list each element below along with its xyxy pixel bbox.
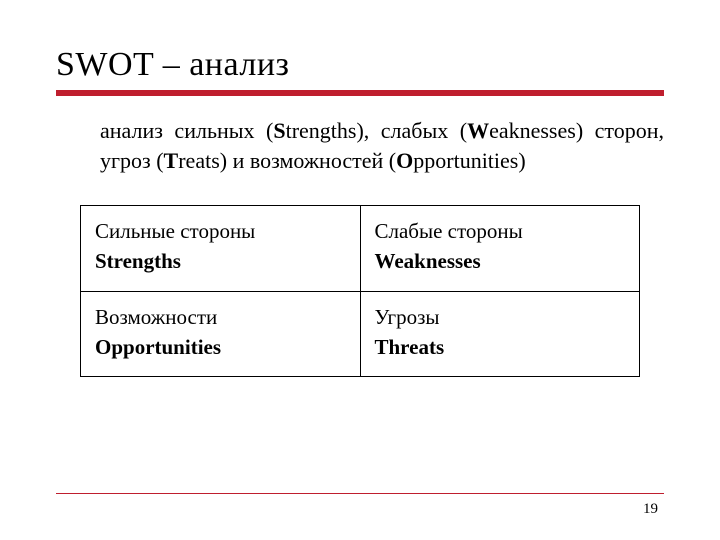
desc-text: reats) и возможностей ( <box>178 148 396 173</box>
desc-text: анализ сильных ( <box>100 118 273 143</box>
cell-strengths: Сильные стороны Strengths <box>81 205 361 291</box>
cell-en-label: Weaknesses <box>375 246 626 276</box>
cell-opportunities: Возможности Opportunities <box>81 291 361 377</box>
cell-ru-label: Слабые стороны <box>375 216 626 246</box>
desc-text: trengths), слабых ( <box>286 118 467 143</box>
description-paragraph: анализ сильных (Strengths), слабых (Weak… <box>100 116 664 177</box>
cell-en-label: Opportunities <box>95 332 346 362</box>
title-underline <box>56 90 664 96</box>
slide: SWOT – анализ анализ сильных (Strengths)… <box>0 0 720 540</box>
cell-en-label: Threats <box>375 332 626 362</box>
desc-bold-letter: T <box>164 148 179 173</box>
cell-threats: Угрозы Threats <box>360 291 640 377</box>
desc-bold-letter: O <box>396 148 413 173</box>
desc-text: pportunities) <box>413 148 525 173</box>
footer-rule <box>56 493 664 495</box>
desc-bold-letter: S <box>273 118 285 143</box>
desc-bold-letter: W <box>467 118 489 143</box>
table-row: Возможности Opportunities Угрозы Threats <box>81 291 640 377</box>
cell-ru-label: Сильные стороны <box>95 216 346 246</box>
slide-title: SWOT – анализ <box>56 46 664 84</box>
page-number: 19 <box>643 501 658 518</box>
cell-ru-label: Угрозы <box>375 302 626 332</box>
swot-table: Сильные стороны Strengths Слабые стороны… <box>80 205 640 378</box>
table-row: Сильные стороны Strengths Слабые стороны… <box>81 205 640 291</box>
cell-en-label: Strengths <box>95 246 346 276</box>
cell-weaknesses: Слабые стороны Weaknesses <box>360 205 640 291</box>
cell-ru-label: Возможности <box>95 302 346 332</box>
